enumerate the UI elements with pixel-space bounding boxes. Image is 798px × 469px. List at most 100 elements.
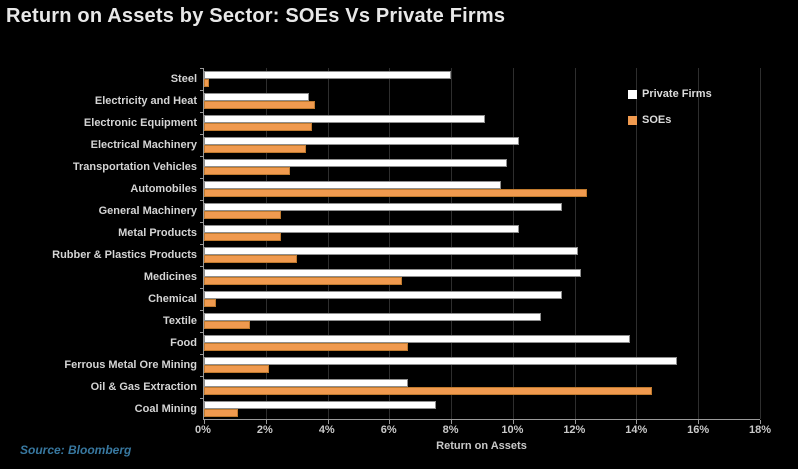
bar-group (200, 354, 760, 376)
y-tick-mark (200, 354, 204, 355)
private-firms-bar (204, 401, 436, 409)
y-tick-mark (200, 90, 204, 91)
soes-bar (204, 299, 217, 307)
private-firms-bar (204, 93, 310, 101)
chart-title: Return on Assets by Sector: SOEs Vs Priv… (6, 5, 506, 27)
soes-bar (204, 387, 652, 395)
private-firms-bar (204, 115, 486, 123)
bar-group (200, 134, 760, 156)
category-label: Coal Mining (134, 403, 197, 415)
private-firms-bar (204, 159, 507, 167)
bar-group (200, 200, 760, 222)
private-firms-bar (204, 181, 501, 189)
x-tick-mark (574, 420, 576, 424)
y-tick-mark (200, 288, 204, 289)
bar-group (200, 90, 760, 112)
soes-bar (204, 365, 269, 373)
category-label: Food (170, 337, 197, 349)
y-tick-mark (200, 200, 204, 201)
legend-label-private-firms: Private Firms (642, 88, 712, 100)
category-axis-labels: Steel Electricity and Heat Electronic Equi… (0, 68, 197, 420)
y-tick-mark (200, 376, 204, 377)
gridline (451, 68, 453, 419)
category-label: Rubber & Plastics Products (52, 249, 197, 261)
x-tick-label: 16% (687, 424, 710, 436)
y-tick-mark (200, 68, 204, 69)
private-firms-bar (204, 357, 677, 365)
bar-group (200, 68, 760, 90)
category-label: General Machinery (98, 205, 197, 217)
bar-group (200, 178, 760, 200)
soes-bar (204, 409, 238, 417)
legend-entry-private-firms: Private Firms (628, 88, 712, 100)
y-tick-mark (200, 332, 204, 333)
private-firms-bar (204, 313, 541, 321)
private-firms-bar (204, 203, 563, 211)
soes-bar (204, 167, 291, 175)
y-tick-mark (200, 112, 204, 113)
private-firms-bar (204, 335, 631, 343)
x-tick-mark (760, 420, 761, 424)
private-firms-bar (204, 269, 581, 277)
gridline (265, 68, 267, 419)
legend: Private Firms SOEs (628, 88, 712, 140)
category-label: Textile (162, 315, 197, 327)
private-firms-swatch-icon (628, 89, 637, 99)
bar-group (200, 332, 760, 354)
gridline (389, 68, 391, 419)
x-tick-mark (451, 420, 453, 424)
category-label: Medicines (143, 271, 197, 283)
plot-area (200, 68, 761, 424)
x-tick-mark (204, 420, 205, 424)
private-firms-bar (204, 247, 578, 255)
x-tick-mark (698, 420, 700, 424)
soes-bar (204, 145, 306, 153)
private-firms-bar (204, 225, 520, 233)
x-tick-label: 4% (318, 424, 335, 436)
bar-group (200, 112, 760, 134)
y-tick-mark (200, 156, 204, 157)
y-tick-mark (200, 310, 204, 311)
private-firms-bar (204, 291, 563, 299)
soes-bar (204, 123, 313, 131)
category-label: Electronic Equipment (83, 117, 197, 129)
x-axis-title: Return on Assets (436, 440, 527, 452)
bar-group (200, 376, 760, 398)
category-label: Transportation Vehicles (72, 161, 197, 173)
x-tick-label: 2% (256, 424, 273, 436)
x-tick-mark (512, 420, 514, 424)
bar-group (200, 244, 760, 266)
gridline (698, 68, 700, 419)
source-credit: Source: Bloomberg (20, 443, 132, 457)
category-label: Electrical Machinery (90, 139, 197, 151)
category-label: Automobiles (130, 183, 197, 195)
soes-bar (204, 343, 408, 351)
soes-swatch-icon (628, 115, 637, 125)
gridline (512, 68, 514, 419)
private-firms-bar (204, 71, 452, 79)
x-tick-mark (636, 420, 638, 424)
x-tick-label: 10% (501, 424, 524, 436)
x-tick-label: 18% (748, 424, 772, 436)
x-tick-label: 8% (442, 424, 459, 436)
private-firms-bar (204, 379, 408, 387)
soes-bar (204, 211, 282, 219)
y-tick-mark (200, 244, 204, 245)
category-label: Steel (170, 73, 197, 85)
x-tick-label: 14% (625, 424, 648, 436)
category-label: Oil & Gas Extraction (90, 381, 197, 393)
gridline (327, 68, 329, 419)
soes-bar (204, 277, 402, 285)
x-tick-mark (389, 420, 391, 424)
x-tick-label: 12% (563, 424, 586, 436)
soes-bar (204, 79, 209, 87)
bar-group (200, 266, 760, 288)
category-label: Metal Products (118, 227, 197, 239)
category-label: Ferrous Metal Ore Mining (64, 359, 197, 371)
bar-group (200, 288, 760, 310)
private-firms-bar (204, 137, 520, 145)
soes-bar (204, 101, 316, 109)
y-tick-mark (200, 266, 204, 267)
x-tick-mark (265, 420, 267, 424)
